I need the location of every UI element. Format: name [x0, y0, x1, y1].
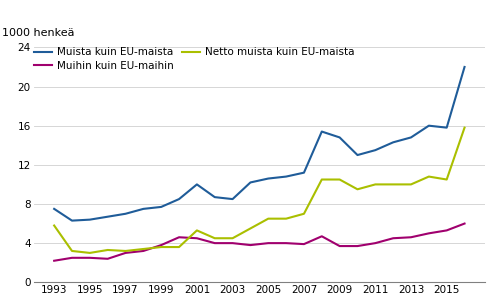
- Legend: Muista kuin EU-maista, Muihin kuin EU-maihin, Netto muista kuin EU-maista: Muista kuin EU-maista, Muihin kuin EU-ma…: [33, 47, 354, 70]
- Muihin kuin EU-maihin: [301, 242, 307, 246]
- Netto muista kuin EU-maista: [51, 224, 57, 227]
- Muihin kuin EU-maihin: [390, 236, 396, 240]
- Muihin kuin EU-maihin: [319, 234, 325, 238]
- Line: Muihin kuin EU-maihin: Muihin kuin EU-maihin: [54, 223, 464, 261]
- Muista kuin EU-maista: [337, 136, 342, 139]
- Netto muista kuin EU-maista: [444, 178, 450, 181]
- Line: Muista kuin EU-maista: Muista kuin EU-maista: [54, 67, 464, 221]
- Line: Netto muista kuin EU-maista: Netto muista kuin EU-maista: [54, 128, 464, 253]
- Netto muista kuin EU-maista: [105, 248, 111, 252]
- Muihin kuin EU-maihin: [87, 256, 93, 260]
- Netto muista kuin EU-maista: [230, 236, 236, 240]
- Muista kuin EU-maista: [176, 197, 182, 201]
- Muista kuin EU-maista: [51, 207, 57, 211]
- Netto muista kuin EU-maista: [408, 183, 414, 186]
- Muihin kuin EU-maihin: [355, 244, 361, 248]
- Netto muista kuin EU-maista: [301, 212, 307, 216]
- Muihin kuin EU-maihin: [51, 259, 57, 262]
- Muihin kuin EU-maihin: [461, 222, 467, 225]
- Netto muista kuin EU-maista: [265, 217, 271, 220]
- Muihin kuin EU-maihin: [69, 256, 75, 260]
- Netto muista kuin EU-maista: [123, 249, 128, 253]
- Netto muista kuin EU-maista: [355, 188, 361, 191]
- Muista kuin EU-maista: [372, 148, 378, 152]
- Netto muista kuin EU-maista: [69, 249, 75, 253]
- Muihin kuin EU-maihin: [444, 229, 450, 232]
- Netto muista kuin EU-maista: [212, 236, 217, 240]
- Netto muista kuin EU-maista: [372, 183, 378, 186]
- Muista kuin EU-maista: [444, 126, 450, 130]
- Muista kuin EU-maista: [69, 219, 75, 223]
- Muihin kuin EU-maihin: [283, 241, 289, 245]
- Muihin kuin EU-maihin: [176, 236, 182, 239]
- Muista kuin EU-maista: [283, 175, 289, 178]
- Muista kuin EU-maista: [87, 218, 93, 221]
- Text: 1000 henkeä: 1000 henkeä: [2, 28, 74, 38]
- Muista kuin EU-maista: [390, 140, 396, 144]
- Netto muista kuin EU-maista: [390, 183, 396, 186]
- Muihin kuin EU-maihin: [123, 251, 128, 255]
- Muista kuin EU-maista: [194, 183, 200, 186]
- Muista kuin EU-maista: [230, 197, 236, 201]
- Muihin kuin EU-maihin: [265, 241, 271, 245]
- Netto muista kuin EU-maista: [319, 178, 325, 181]
- Muista kuin EU-maista: [158, 205, 164, 209]
- Muista kuin EU-maista: [319, 130, 325, 133]
- Muista kuin EU-maista: [426, 124, 432, 127]
- Netto muista kuin EU-maista: [461, 126, 467, 130]
- Netto muista kuin EU-maista: [176, 245, 182, 249]
- Muihin kuin EU-maihin: [372, 241, 378, 245]
- Muista kuin EU-maista: [212, 195, 217, 199]
- Muista kuin EU-maista: [123, 212, 128, 216]
- Muista kuin EU-maista: [247, 181, 253, 184]
- Muista kuin EU-maista: [140, 207, 146, 211]
- Muihin kuin EU-maihin: [230, 241, 236, 245]
- Muista kuin EU-maista: [105, 215, 111, 219]
- Netto muista kuin EU-maista: [426, 175, 432, 178]
- Muihin kuin EU-maihin: [194, 236, 200, 240]
- Muihin kuin EU-maihin: [212, 241, 217, 245]
- Muihin kuin EU-maihin: [140, 249, 146, 253]
- Muihin kuin EU-maihin: [408, 236, 414, 239]
- Muihin kuin EU-maihin: [105, 257, 111, 261]
- Netto muista kuin EU-maista: [158, 245, 164, 249]
- Netto muista kuin EU-maista: [337, 178, 342, 181]
- Muihin kuin EU-maihin: [158, 243, 164, 247]
- Muista kuin EU-maista: [301, 171, 307, 175]
- Muista kuin EU-maista: [408, 136, 414, 139]
- Muihin kuin EU-maihin: [426, 232, 432, 235]
- Netto muista kuin EU-maista: [194, 229, 200, 232]
- Netto muista kuin EU-maista: [140, 247, 146, 251]
- Netto muista kuin EU-maista: [283, 217, 289, 220]
- Muista kuin EU-maista: [355, 153, 361, 157]
- Muihin kuin EU-maihin: [247, 243, 253, 247]
- Muista kuin EU-maista: [265, 177, 271, 180]
- Netto muista kuin EU-maista: [87, 251, 93, 255]
- Muista kuin EU-maista: [461, 65, 467, 69]
- Muihin kuin EU-maihin: [337, 244, 342, 248]
- Netto muista kuin EU-maista: [247, 226, 253, 230]
